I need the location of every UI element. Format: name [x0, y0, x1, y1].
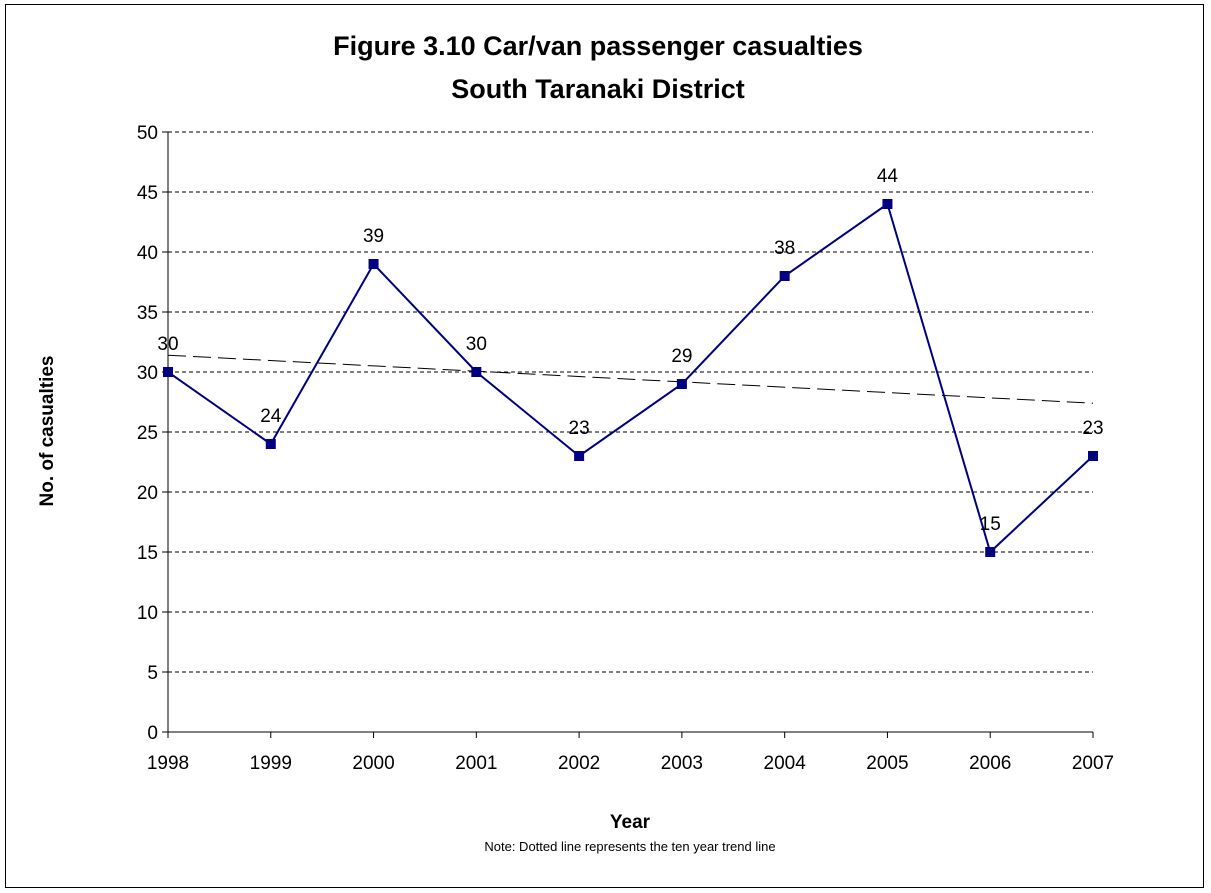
- x-tick-label: 2005: [866, 753, 908, 774]
- y-tick-label: 15: [137, 543, 158, 564]
- y-tick-label: 5: [147, 663, 158, 684]
- gridlines: [168, 131, 1093, 673]
- data-label: 15: [980, 514, 1001, 535]
- trendline: [167, 354, 1094, 404]
- x-tick-label: 1998: [147, 753, 189, 774]
- y-tick-label: 40: [137, 243, 158, 264]
- chart-frame: [5, 4, 1204, 888]
- y-tick-label: 10: [137, 603, 158, 624]
- data-point-marker: [574, 451, 585, 461]
- data-point-marker: [676, 379, 687, 389]
- data-point-marker: [265, 439, 276, 449]
- trendline-group: [167, 354, 1094, 404]
- y-tick-label: 50: [137, 123, 158, 144]
- x-tick-label: 2000: [352, 753, 394, 774]
- data-label: 38: [774, 238, 795, 259]
- data-label: 30: [466, 334, 487, 355]
- chart-title: Figure 3.10 Car/van passenger casualties: [333, 31, 863, 61]
- data-point-marker: [882, 199, 893, 209]
- x-tick-label: 2004: [764, 753, 807, 774]
- y-tick-label: 35: [137, 303, 158, 324]
- data-label: 44: [877, 166, 899, 187]
- data-point-marker: [985, 547, 996, 557]
- x-tick-label: 2007: [1072, 753, 1114, 774]
- data-label: 24: [260, 406, 282, 427]
- x-tick-label: 1999: [250, 753, 292, 774]
- chart-note: Note: Dotted line represents the ten yea…: [484, 839, 775, 854]
- y-tick-label: 25: [137, 423, 158, 444]
- data-label: 23: [569, 418, 590, 439]
- data-label: 23: [1082, 418, 1103, 439]
- y-tick-label: 30: [137, 363, 158, 384]
- x-tick-label: 2002: [558, 753, 600, 774]
- data-label: 29: [671, 346, 692, 367]
- y-axis-title: No. of casualties: [37, 356, 58, 507]
- series-group: [163, 199, 1098, 557]
- x-axis-title: Year: [610, 812, 651, 833]
- y-tick-label: 0: [147, 723, 158, 744]
- data-label: 39: [363, 226, 384, 247]
- data-point-marker: [779, 271, 790, 281]
- chart-subtitle: South Taranaki District: [451, 74, 745, 104]
- data-point-marker: [471, 367, 482, 377]
- data-point-marker: [368, 259, 379, 269]
- data-label: 30: [157, 334, 178, 355]
- y-tick-label: 45: [137, 183, 158, 204]
- data-point-marker: [163, 367, 173, 377]
- tick-labels: 0 5 10 15 20 25 30 35 40 45 50 1998 1999 2000 2001 2002…: [137, 123, 1114, 774]
- x-tick-label: 2003: [661, 753, 703, 774]
- data-point-marker: [1088, 451, 1098, 461]
- y-tick-label: 20: [137, 483, 158, 504]
- series-line: [167, 202, 1094, 554]
- x-tick-label: 2006: [969, 753, 1011, 774]
- data-labels: 30 24 39 30 23 29 38 44 15 23: [157, 166, 1103, 535]
- x-tick-label: 2001: [455, 753, 497, 774]
- axes: [162, 131, 1094, 738]
